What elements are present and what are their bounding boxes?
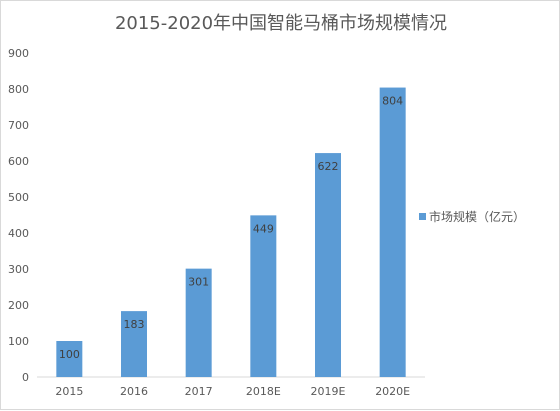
bars-group: [56, 87, 406, 377]
x-tick-label-2020E: 2020E: [375, 385, 410, 398]
bar-2019E: [315, 153, 341, 377]
y-tick-label: 500: [8, 191, 29, 204]
y-tick-label: 400: [8, 227, 29, 240]
data-labels-group: 100 183 301 449 622 804: [59, 95, 403, 361]
data-label-2015: 100: [59, 348, 80, 361]
bar-2020E: [379, 87, 406, 377]
data-label-2017: 301: [188, 276, 209, 289]
y-tick-label: 900: [8, 47, 29, 60]
x-tick-label-2018E: 2018E: [246, 385, 281, 398]
x-tick-label-2015: 2015: [55, 385, 83, 398]
y-tick-label: 300: [8, 263, 29, 276]
legend: 市场规模（亿元）: [419, 209, 525, 224]
data-label-2019E: 622: [318, 160, 339, 173]
y-tick-label: 800: [8, 83, 29, 96]
y-tick-label: 0: [22, 371, 29, 384]
legend-label: 市场规模（亿元）: [429, 209, 525, 224]
data-label-2018E: 449: [253, 222, 274, 235]
y-tick-label: 700: [8, 119, 29, 132]
bar-2018E: [250, 215, 277, 377]
chart-title: 2015-2020年中国智能马桶市场规模情况: [114, 13, 448, 34]
x-tick-label-2016: 2016: [120, 385, 148, 398]
y-tick-label: 200: [8, 299, 29, 312]
x-tick-label-2017: 2017: [185, 385, 213, 398]
x-axis-ticks: 2015 2016 2017 2018E 2019E 2020E: [55, 385, 410, 398]
bar-2017: [185, 268, 212, 377]
y-tick-label: 100: [8, 335, 29, 348]
data-label-2020E: 804: [382, 95, 403, 108]
bar-2016: [121, 311, 147, 377]
bar-2015: [56, 341, 83, 377]
x-tick-label-2019E: 2019E: [311, 385, 346, 398]
y-axis-ticks: 0 100 200 300 400 500 600 700 800 900: [8, 47, 29, 384]
data-label-2016: 183: [124, 318, 145, 331]
legend-swatch: [419, 213, 426, 220]
y-tick-label: 600: [8, 155, 29, 168]
